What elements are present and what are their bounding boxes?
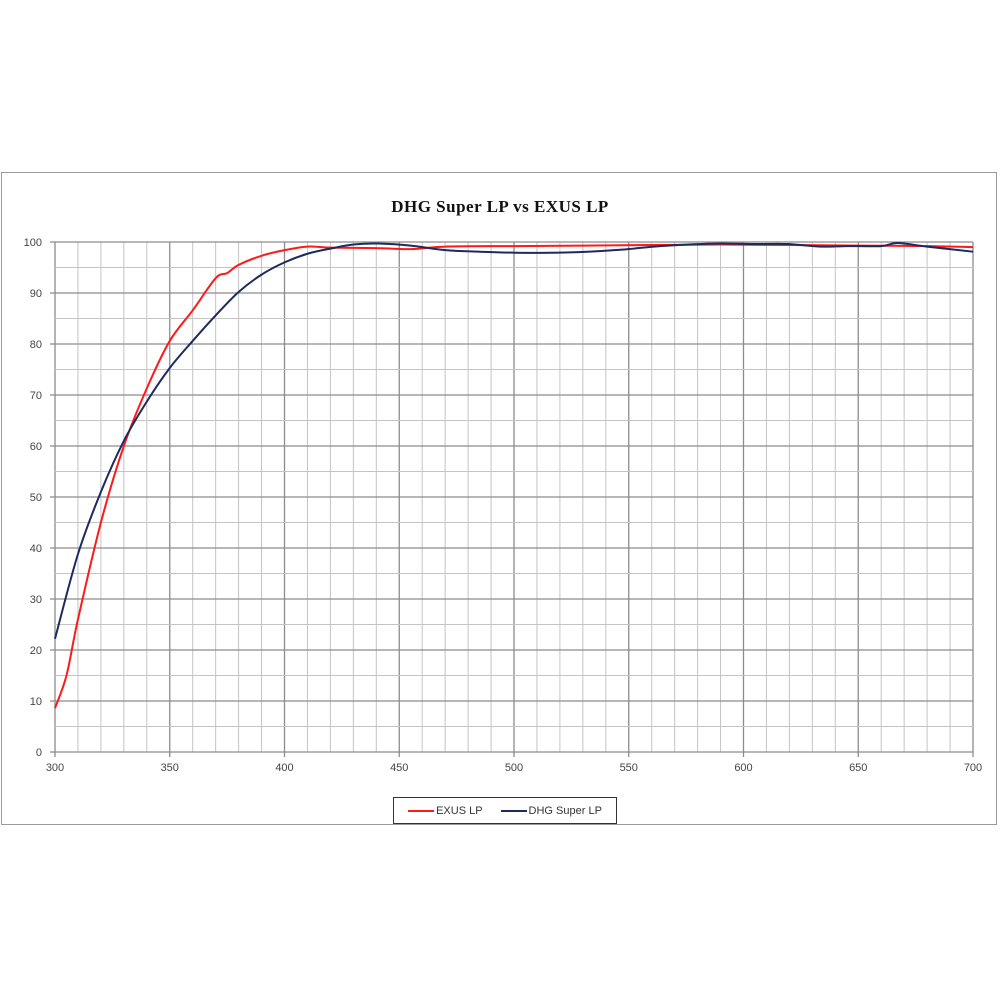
series-line-dhg-super-lp bbox=[54, 242, 974, 640]
legend-swatch-dhg bbox=[500, 809, 527, 812]
y-tick-label: 40 bbox=[30, 543, 42, 555]
series-lines bbox=[54, 242, 974, 709]
y-tick-label: 80 bbox=[30, 339, 42, 351]
x-tick-label: 300 bbox=[46, 762, 64, 774]
legend: EXUS LP DHG Super LP bbox=[393, 797, 617, 824]
x-tick-label: 450 bbox=[390, 762, 408, 774]
x-tick-label: 700 bbox=[964, 762, 982, 774]
legend-item-exus: EXUS LP bbox=[408, 804, 483, 817]
chart-frame bbox=[1, 172, 997, 825]
x-tick-label: 350 bbox=[161, 762, 179, 774]
tick-labels: 300 350 400 450 500 550 600 650 700 0 10 20 30 40 50 60… bbox=[24, 237, 983, 774]
x-tick-label: 550 bbox=[620, 762, 638, 774]
legend-swatch-exus bbox=[408, 809, 435, 812]
x-tick-label: 400 bbox=[275, 762, 293, 774]
legend-label-dhg: DHG Super LP bbox=[528, 804, 602, 817]
y-tick-label: 90 bbox=[30, 288, 42, 300]
y-tick-label: 60 bbox=[30, 441, 42, 453]
legend-item-dhg: DHG Super LP bbox=[500, 804, 602, 817]
x-tick-label: 500 bbox=[505, 762, 523, 774]
y-tick-label: 50 bbox=[30, 492, 42, 504]
y-tick-label: 70 bbox=[30, 390, 42, 402]
y-tick-label: 100 bbox=[24, 237, 42, 249]
legend-label-exus: EXUS LP bbox=[436, 804, 483, 817]
chart-title: DHG Super LP vs EXUS LP bbox=[391, 197, 609, 216]
y-tick-label: 20 bbox=[30, 645, 42, 657]
y-tick-label: 0 bbox=[36, 747, 42, 759]
y-tick-label: 30 bbox=[30, 594, 42, 606]
x-tick-label: 650 bbox=[849, 762, 867, 774]
y-tick-label: 10 bbox=[30, 696, 42, 708]
gridlines bbox=[50, 241, 974, 757]
series-line-exus-lp bbox=[54, 243, 974, 709]
x-tick-label: 600 bbox=[734, 762, 752, 774]
